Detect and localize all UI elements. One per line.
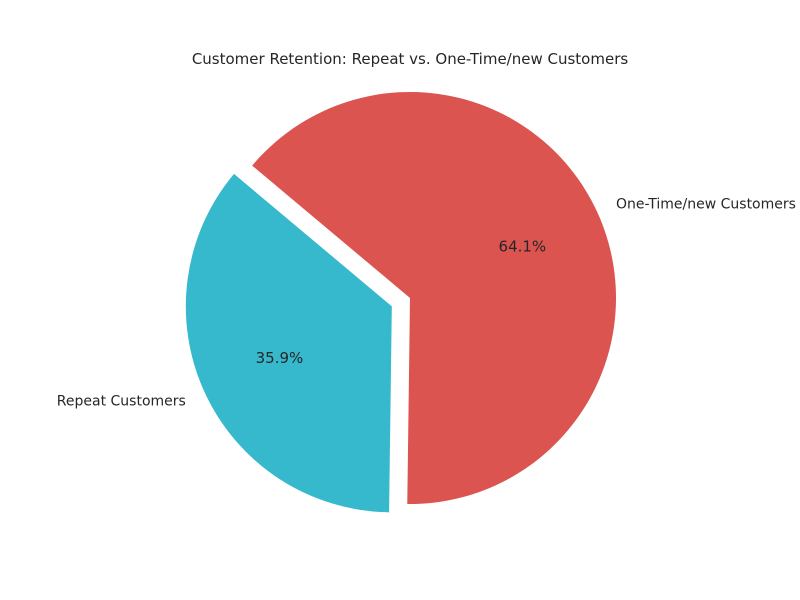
slice-label-2: One-Time/new Customers bbox=[616, 197, 796, 213]
slice-percent-2: 64.1% bbox=[499, 238, 547, 256]
pie-labels: Repeat Customers 35.9% One-Time/new Custom… bbox=[57, 197, 796, 410]
chart-title: Customer Retention: Repeat vs. One-Time/… bbox=[192, 50, 629, 68]
pie-slice-1 bbox=[185, 173, 392, 513]
pie-slices bbox=[185, 92, 617, 513]
pie-slice-2 bbox=[252, 92, 617, 505]
slice-percent-1: 35.9% bbox=[256, 349, 304, 367]
slice-label-1: Repeat Customers bbox=[57, 394, 186, 410]
